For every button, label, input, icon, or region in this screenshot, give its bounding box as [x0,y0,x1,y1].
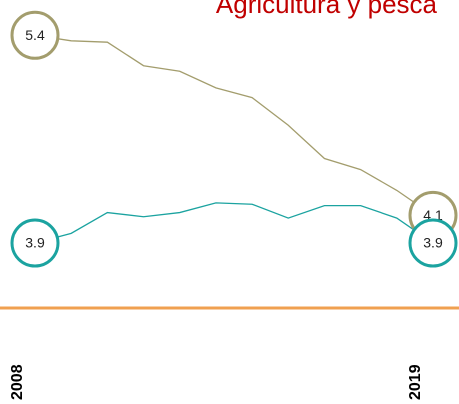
end-marker [10,10,60,60]
x-tick-label: 2008 [9,364,26,400]
data-label: 3.9 [25,235,45,251]
series-line [34,202,434,244]
data-label: 3.9 [423,235,443,251]
data-label: 5.4 [25,27,45,43]
end-marker [408,218,458,268]
chart-title: Agricultura y pesca [216,0,438,19]
x-tick-label: 2019 [407,364,424,400]
end-marker [10,218,60,268]
series-line [34,34,434,216]
